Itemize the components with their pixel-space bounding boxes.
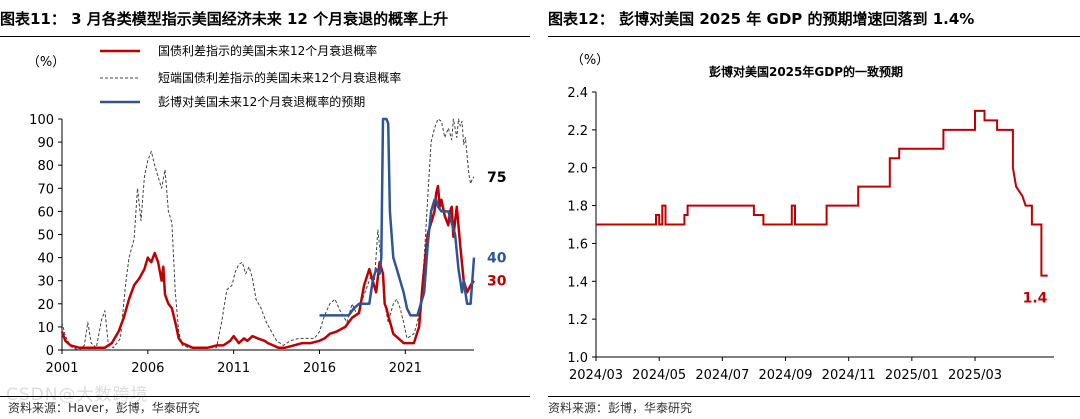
right-y-unit-label: （%） — [571, 53, 609, 68]
left-source-note: 资料来源：Haver，彭博，华泰研究 — [8, 401, 200, 415]
left-series-group — [60, 117, 476, 351]
legend-label-series1: 国债利差指示的美国未来12个月衰退概率 — [158, 43, 377, 58]
left-y-tick-label: 30 — [37, 275, 54, 290]
right-end-label: 1.4 — [1023, 291, 1048, 307]
right-x-tick-label: 2024/03 — [569, 368, 623, 383]
right-y-tick-label: 1.0 — [567, 351, 588, 366]
right-y-tick-label: 1.8 — [567, 200, 588, 215]
left-y-tick-label: 90 — [37, 136, 54, 151]
right-y-tick-label: 2.2 — [567, 124, 588, 139]
left-y-tick-label: 0 — [46, 344, 54, 359]
left-x-tick-label: 2006 — [131, 361, 164, 376]
left-series-line-3 — [319, 117, 476, 317]
left-x-tick-label: 2001 — [45, 361, 78, 376]
left-y-tick-label: 80 — [37, 159, 54, 174]
left-x-tick-label: 2011 — [217, 361, 250, 376]
left-y-tick-label: 100 — [29, 113, 54, 128]
right-x-tick-label: 2024/09 — [759, 368, 813, 383]
left-y-tick-label: 50 — [37, 229, 54, 244]
right-y-tick-label: 2.0 — [567, 162, 588, 177]
right-series-line — [596, 109, 1048, 277]
right-y-tick-label: 1.4 — [567, 275, 588, 290]
left-axes: 0 10 20 30 40 50 60 70 80 90 100 2001 2006 2011 2016 20… — [29, 113, 474, 376]
right-footer-rule — [548, 396, 1080, 397]
left-y-tick-label: 40 — [37, 252, 54, 267]
right-y-tick-label: 1.2 — [567, 313, 588, 328]
left-figure-title: 图表11： 3 月各类模型指示美国经济未来 12 个月衰退的概率上升 — [0, 10, 449, 28]
left-legend: 国债利差指示的美国未来12个月衰退概率 短端国债利差指示的美国未来12个月衰退概… — [100, 43, 401, 109]
right-chart-title: 彭博对美国2025年GDP的一致预期 — [709, 64, 903, 79]
left-end-label-3: 30 — [487, 274, 507, 290]
left-x-tick-label: 2016 — [303, 361, 336, 376]
watermark: CSDN@大数跨境 — [6, 385, 149, 405]
left-y-tick-label: 60 — [37, 205, 54, 220]
left-end-labels: 75 40 30 — [487, 170, 507, 290]
left-y-tick-label: 70 — [37, 182, 54, 197]
left-end-label-2: 40 — [487, 251, 507, 267]
left-y-tick-label: 20 — [37, 298, 54, 313]
right-title-rule — [548, 36, 1080, 37]
right-end-labels: 1.4 — [1023, 291, 1048, 307]
left-title-rule — [0, 36, 530, 37]
left-figure-panel: 图表11： 3 月各类模型指示美国经济未来 12 个月衰退的概率上升 （%） 国… — [0, 0, 530, 419]
right-chart: （%） 彭博对美国2025年GDP的一致预期 1.0 1.2 1.4 1.6 1.8 2.… — [567, 53, 1054, 383]
right-axes: 1.0 1.2 1.4 1.6 1.8 2.0 2.2 2.4 2024/03 2024/05 20… — [567, 86, 1054, 383]
right-y-tick-label: 2.4 — [567, 86, 588, 101]
right-figure-title: 图表12： 彭博对美国 2025 年 GDP 的预期增速回落到 1.4% — [548, 10, 975, 28]
left-y-unit-label: （%） — [27, 55, 65, 70]
right-figure-panel: 图表12： 彭博对美国 2025 年 GDP 的预期增速回落到 1.4% （%）… — [548, 0, 1080, 419]
left-series-line-2 — [61, 118, 475, 351]
left-footer-rule — [0, 396, 530, 397]
left-y-tick-label: 10 — [37, 321, 54, 336]
left-x-tick-label: 2021 — [389, 361, 422, 376]
right-y-tick-label: 1.6 — [567, 237, 588, 252]
left-chart: （%） 国债利差指示的美国未来12个月衰退概率 短端国债利差指示的美国未来12个… — [27, 43, 507, 376]
left-end-label-1: 75 — [487, 170, 506, 186]
right-x-tick-label: 2024/11 — [822, 368, 876, 383]
legend-label-series2: 短端国债利差指示的美国未来12个月衰退概率 — [158, 70, 401, 85]
right-x-tick-label: 2024/07 — [695, 368, 749, 383]
right-x-tick-label: 2025/01 — [885, 368, 939, 383]
legend-label-series3: 彭博对美国未来12个月衰退概率的预期 — [158, 94, 365, 109]
right-x-tick-label: 2025/03 — [948, 368, 1002, 383]
right-series-group — [596, 109, 1048, 277]
right-x-tick-label: 2024/05 — [632, 368, 686, 383]
right-source-note: 资料来源：彭博，华泰研究 — [548, 401, 693, 415]
left-series-line-1 — [60, 184, 476, 349]
